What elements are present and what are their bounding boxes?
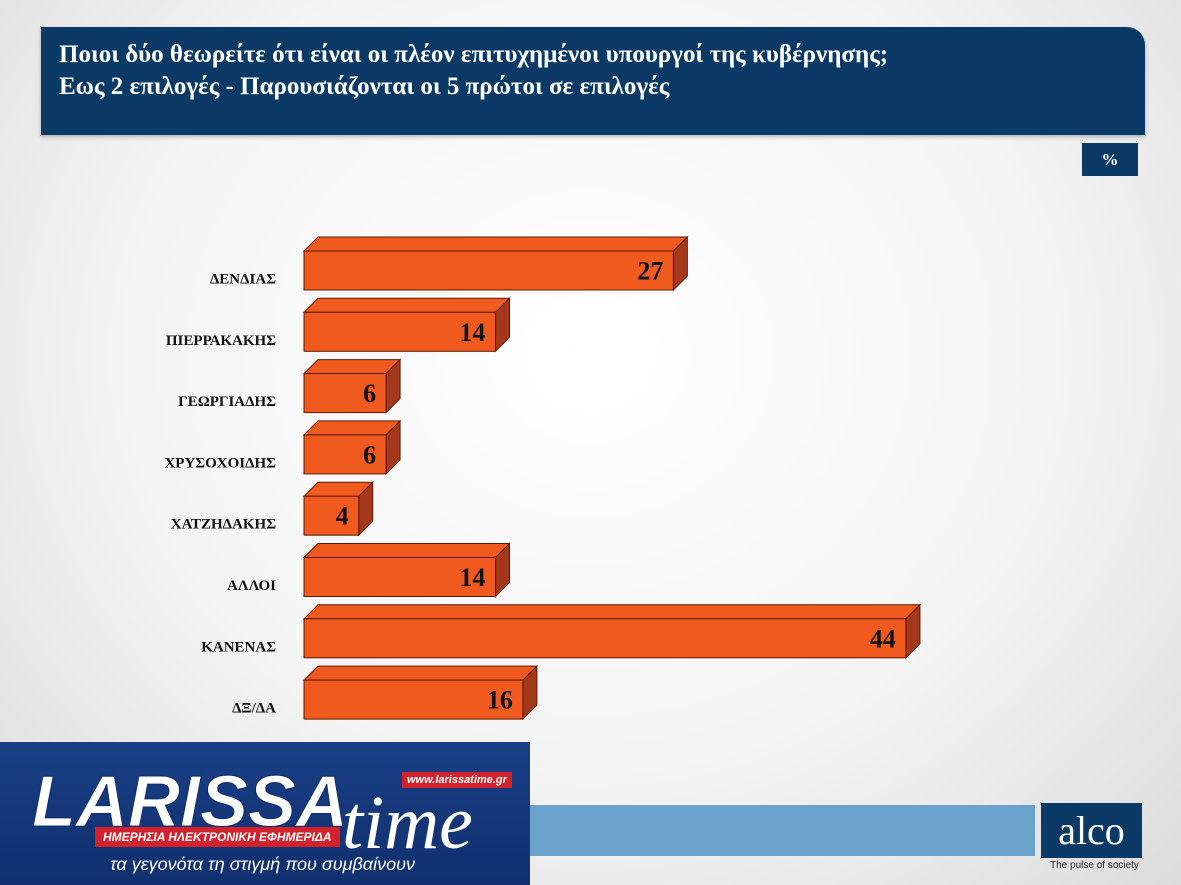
category-label: ΚΑΝΕΝΑΣ xyxy=(201,639,276,655)
category-label: ΧΡΥΣΟΧΟΙΔΗΣ xyxy=(164,455,276,471)
data-label: 4 xyxy=(336,502,349,531)
bar-top-face xyxy=(302,359,402,375)
alco-tagline: The pulse of society xyxy=(1050,860,1139,871)
bar xyxy=(303,373,387,414)
chart-title: Ποιοι δύο θεωρείτε ότι είναι οι πλέον επ… xyxy=(59,41,889,68)
footer-stripe xyxy=(490,805,1035,856)
unit-badge: % xyxy=(1082,143,1138,176)
bar-top-face xyxy=(302,297,511,313)
bar xyxy=(303,557,497,597)
data-label: 6 xyxy=(363,440,376,469)
chart-header: Ποιοι δύο θεωρείτε ότι είναι οι πλέον επ… xyxy=(41,27,1145,135)
bar-top-face xyxy=(302,665,539,681)
bar-top-face xyxy=(302,543,511,558)
category-label: ΓΕΩΡΓΙΑΔΗΣ xyxy=(178,394,276,410)
bar xyxy=(303,679,524,720)
data-label: 14 xyxy=(460,318,486,347)
data-label: 14 xyxy=(460,563,486,592)
larissatime-banner: LARISSA time www.larissatime.gr ΗΜΕΡΗΣΙΑ… xyxy=(0,742,530,885)
bar-top-face xyxy=(302,420,402,436)
larissatime-subtitle: ΗΜΕΡΗΣΙΑ ΗΛΕΚΤΡΟΝΙΚΗ ΕΦΗΜΕΡΙΔΑ xyxy=(95,827,340,847)
alco-logo: alco xyxy=(1041,803,1142,858)
bar xyxy=(303,618,907,659)
bar-top-face xyxy=(302,604,922,620)
data-label: 16 xyxy=(487,686,513,715)
category-label: ΠΙΕΡΡΑΚΑΚΗΣ xyxy=(166,333,276,349)
larissatime-tagline: τα γεγονότα τη στιγμή που συμβαίνουν xyxy=(110,854,415,874)
bar-top-face xyxy=(302,236,689,252)
bar xyxy=(303,495,360,536)
data-label: 6 xyxy=(363,379,376,408)
bar xyxy=(303,434,387,475)
data-label: 44 xyxy=(870,624,896,653)
larissatime-url[interactable]: www.larissatime.gr xyxy=(402,772,512,788)
data-label: 27 xyxy=(637,257,663,286)
category-label: ΔΕΝΔΙΑΣ xyxy=(210,272,276,288)
chart-subtitle: Εως 2 επιλογές - Παρουσιάζονται οι 5 πρώ… xyxy=(59,73,670,100)
time-wordmark: time xyxy=(342,781,473,858)
bar xyxy=(303,311,497,352)
bar xyxy=(303,250,674,291)
category-label: ΧΑΤΖΗΔΑΚΗΣ xyxy=(171,517,276,533)
category-label: ΔΞ/ΔΑ xyxy=(232,701,276,717)
category-label: ΑΛΛΟΙ xyxy=(227,578,276,594)
